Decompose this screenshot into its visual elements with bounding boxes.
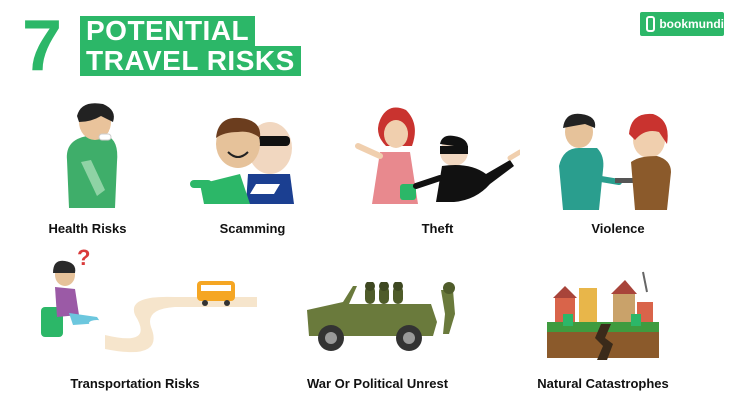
title-line-1: POTENTIAL (80, 16, 256, 46)
caption-war-or-political-unrest: War Or Political Unrest (306, 376, 449, 391)
title-line-2: TRAVEL RISKS (80, 46, 301, 76)
svg-text:?: ? (77, 245, 90, 270)
caption-theft: Theft (421, 221, 454, 236)
caption-health-risks: Health Risks (48, 221, 127, 236)
caption-scamming: Scamming (219, 221, 286, 236)
scammer-icon (190, 117, 294, 204)
caption-transportation-risks: Transportation Risks (70, 376, 200, 391)
gun-threat-icon (559, 113, 671, 210)
logo-text: bookmundi (659, 17, 724, 31)
bus-road-icon: ? (41, 245, 257, 353)
military-jeep-icon (307, 282, 455, 351)
bookmundi-logo-icon (646, 16, 656, 32)
thief-icon (355, 107, 520, 204)
caption-natural-catastrophes: Natural Catastrophes (537, 376, 669, 391)
earthquake-icon (547, 271, 659, 360)
title-number: 7 (22, 6, 63, 86)
sick-person-icon (66, 103, 118, 208)
caption-violence: Violence (591, 221, 645, 236)
bookmundi-logo[interactable]: bookmundi (640, 12, 724, 36)
